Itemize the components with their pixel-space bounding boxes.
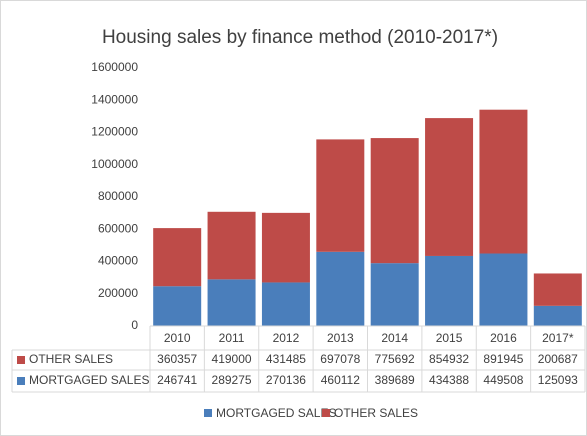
bar-segment: [533, 273, 582, 306]
x-tick-label: 2010: [164, 331, 191, 345]
legend-label: OTHER SALES: [334, 406, 418, 420]
bar-segment: [261, 212, 310, 283]
y-tick-label: 1400000: [91, 92, 138, 106]
x-tick-label: 2017*: [542, 331, 574, 345]
table-value: 246741: [157, 373, 197, 387]
y-tick-label: 600000: [98, 221, 138, 235]
y-tick-label: 1200000: [91, 125, 138, 139]
legend-key: [204, 409, 212, 417]
x-tick-label: 2013: [327, 331, 354, 345]
table-value: 389689: [375, 373, 415, 387]
bar-segment: [207, 211, 256, 280]
y-tick-label: 1000000: [91, 157, 138, 171]
table-value: 289275: [212, 373, 252, 387]
table-row-label: MORTGAGED SALES: [29, 373, 149, 387]
y-tick-label: 0: [131, 318, 138, 332]
table-row-label: OTHER SALES: [29, 352, 113, 366]
bar-segment: [370, 138, 419, 264]
x-tick-label: 2012: [273, 331, 300, 345]
bar-segment: [425, 255, 474, 326]
y-tick-label: 800000: [98, 189, 138, 203]
bar-segment: [207, 279, 256, 326]
legend-label: MORTGAGED SALES: [216, 406, 336, 420]
bar-segment: [425, 118, 474, 256]
table-value: 460112: [321, 373, 360, 387]
table-value: 434388: [429, 373, 469, 387]
y-tick-label: 1600000: [91, 60, 138, 74]
table-value: 775692: [375, 352, 415, 366]
y-tick-label: 400000: [98, 254, 138, 268]
table-value: 431485: [266, 352, 306, 366]
y-tick-label: 200000: [98, 286, 138, 300]
bar-segment: [370, 263, 419, 326]
table-legend-key: [17, 377, 25, 385]
chart-title: Housing sales by finance method (2010-20…: [102, 27, 498, 48]
table-value: 125093: [538, 373, 578, 387]
table-value: 270136: [266, 373, 306, 387]
table-value: 419000: [212, 352, 252, 366]
table-value: 854932: [429, 352, 469, 366]
bar-segment: [316, 251, 365, 326]
bar-segment: [479, 109, 528, 254]
table-value: 697078: [320, 352, 360, 366]
table-value: 891945: [483, 352, 523, 366]
x-tick-label: 2014: [381, 331, 408, 345]
table-value: 200687: [538, 352, 578, 366]
bar-segment: [316, 139, 365, 252]
bar-segment: [153, 286, 202, 326]
x-tick-label: 2011: [219, 331, 245, 345]
bar-segment: [533, 305, 582, 326]
bar-segment: [261, 282, 310, 326]
table-value: 360357: [157, 352, 197, 366]
legend-key: [322, 409, 330, 417]
bar-segment: [153, 228, 202, 287]
bar-segment: [479, 253, 528, 326]
x-tick-label: 2016: [490, 331, 517, 345]
x-tick-label: 2015: [436, 331, 463, 345]
table-legend-key: [17, 356, 25, 364]
table-value: 449508: [483, 373, 523, 387]
